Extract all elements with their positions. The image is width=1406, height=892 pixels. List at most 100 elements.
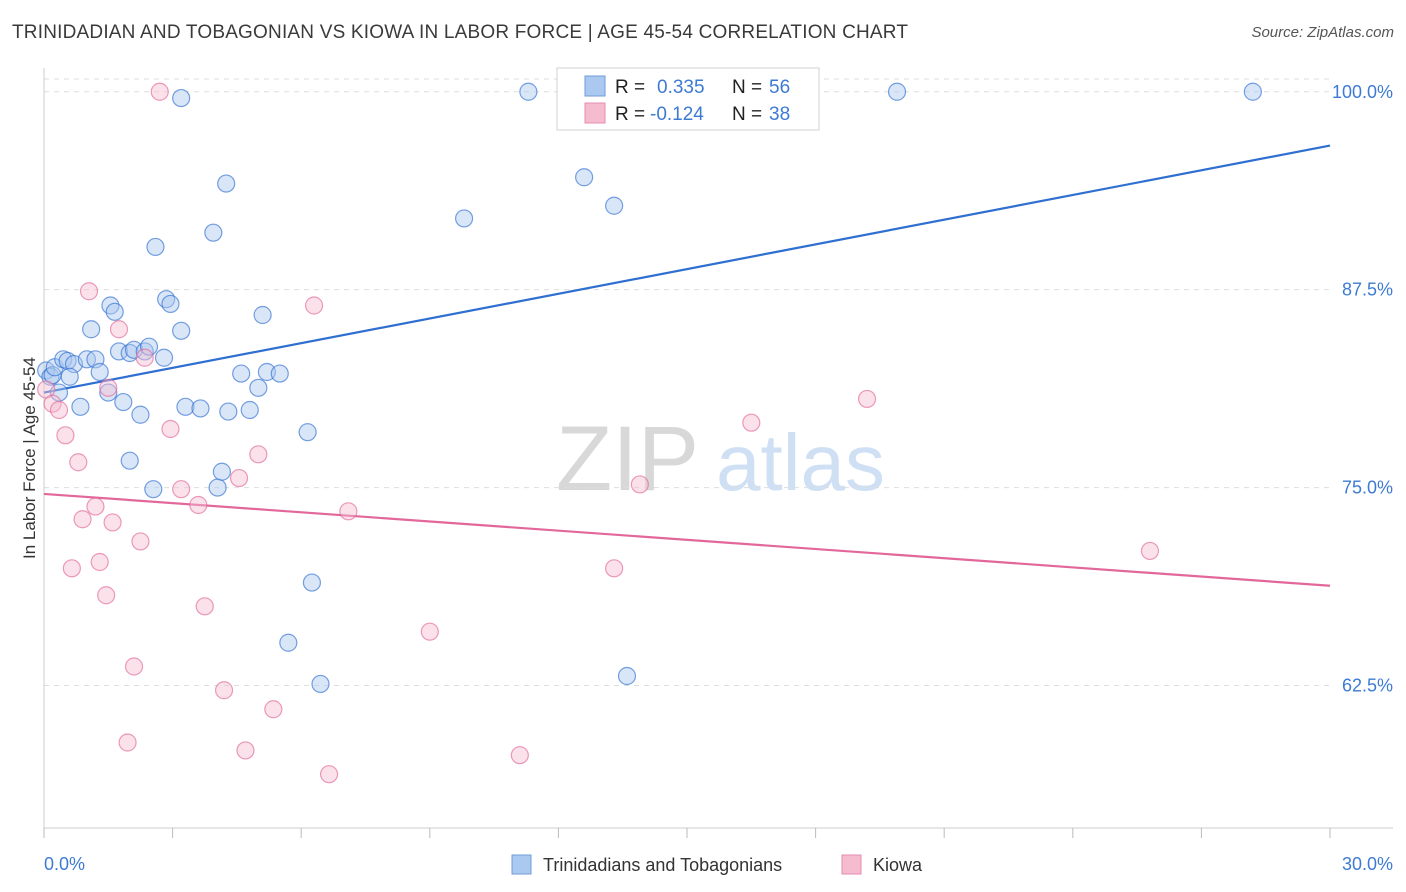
data-point-blue bbox=[105, 302, 124, 321]
data-point-blue bbox=[82, 320, 101, 339]
data-point-blue bbox=[172, 321, 191, 340]
data-point-pink bbox=[90, 552, 109, 572]
data-point-pink bbox=[69, 453, 88, 472]
data-point-blue bbox=[519, 82, 538, 101]
data-point-blue bbox=[887, 82, 907, 101]
stats-r-value-pink: -0.124 bbox=[650, 104, 704, 125]
watermark: ZIP atlas bbox=[556, 408, 885, 510]
data-point-pink bbox=[73, 510, 92, 529]
chart-title: TRINIDADIAN AND TOBAGONIAN VS KIOWA IN L… bbox=[12, 22, 909, 43]
series-legend-label-blue: Trinidadians and Tobagonians bbox=[543, 855, 782, 875]
watermark-atlas: atlas bbox=[716, 418, 885, 507]
stats-legend: R = 0.335 N = 56 R = -0.124 N = 38 bbox=[556, 67, 820, 131]
stats-legend-swatch-blue bbox=[584, 75, 606, 97]
x-tick-label-min: 0.0% bbox=[44, 854, 85, 874]
data-point-blue bbox=[120, 451, 139, 470]
data-point-pink bbox=[49, 400, 69, 420]
data-point-pink bbox=[150, 82, 169, 101]
trend-line-blue bbox=[43, 144, 1331, 394]
data-point-blue bbox=[219, 402, 238, 421]
data-point-pink bbox=[236, 741, 255, 760]
data-point-pink bbox=[742, 413, 761, 432]
data-point-blue bbox=[270, 364, 289, 383]
data-point-pink bbox=[510, 746, 529, 765]
data-point-blue bbox=[71, 397, 90, 416]
data-point-blue bbox=[144, 480, 163, 499]
data-point-blue bbox=[617, 666, 637, 686]
data-point-blue bbox=[139, 337, 159, 356]
data-point-pink bbox=[189, 495, 208, 515]
data-point-blue bbox=[146, 237, 165, 257]
data-point-blue bbox=[249, 378, 268, 397]
stats-n-label-blue: N = bbox=[732, 77, 762, 98]
data-point-blue bbox=[1243, 82, 1262, 101]
data-point-pink bbox=[109, 320, 129, 339]
y-tick-label: 87.5% bbox=[1342, 280, 1393, 300]
data-point-blue bbox=[232, 364, 251, 383]
data-point-pink bbox=[304, 296, 324, 315]
data-point-blue bbox=[253, 305, 272, 325]
data-point-pink bbox=[420, 622, 439, 641]
data-point-blue bbox=[208, 478, 227, 497]
data-point-blue bbox=[131, 405, 150, 424]
data-point-blue bbox=[454, 209, 474, 228]
trend-lines bbox=[43, 144, 1331, 587]
data-point-pink bbox=[339, 502, 358, 521]
data-point-blue bbox=[99, 383, 118, 402]
data-point-blue bbox=[191, 399, 210, 418]
stats-n-value-blue: 56 bbox=[769, 77, 790, 98]
data-point-blue bbox=[161, 294, 180, 314]
y-tick-label: 62.5% bbox=[1342, 676, 1393, 696]
series-legend-swatch-pink bbox=[841, 854, 862, 875]
series-legend-swatch-blue bbox=[511, 854, 532, 875]
data-point-pink bbox=[62, 559, 81, 578]
data-point-blue bbox=[217, 174, 236, 193]
y-axis-label: In Labor Force | Age 45-54 bbox=[20, 357, 39, 559]
data-point-pink bbox=[195, 597, 214, 616]
data-point-pink bbox=[249, 445, 268, 464]
stats-r-label-pink: R = bbox=[615, 104, 645, 125]
data-point-pink bbox=[97, 586, 116, 605]
data-point-blue bbox=[605, 196, 624, 215]
data-point-pink bbox=[264, 700, 283, 719]
data-point-blue bbox=[302, 573, 322, 592]
stats-r-label-blue: R = bbox=[615, 77, 645, 98]
data-point-pink bbox=[103, 513, 122, 532]
data-point-pink bbox=[118, 733, 137, 752]
stats-legend-swatch-pink bbox=[584, 102, 606, 124]
stats-n-value-pink: 38 bbox=[769, 104, 790, 125]
y-tick-label: 100.0% bbox=[1332, 82, 1393, 102]
data-point-pink bbox=[1140, 541, 1160, 561]
data-point-pink bbox=[56, 426, 75, 445]
data-point-blue bbox=[212, 462, 231, 481]
axes: 62.5% 75.0% 87.5% 100.0% bbox=[43, 68, 1393, 838]
series-legend: Trinidadians and Tobagonians Kiowa bbox=[511, 854, 923, 875]
data-point-blue bbox=[204, 223, 223, 242]
data-point-blue bbox=[172, 88, 191, 108]
data-point-blue bbox=[60, 367, 79, 386]
data-point-pink bbox=[605, 559, 624, 578]
data-point-pink bbox=[161, 419, 180, 439]
stats-r-value-blue: 0.335 bbox=[657, 77, 705, 98]
watermark-zip: ZIP bbox=[556, 408, 699, 510]
data-point-pink bbox=[131, 532, 150, 551]
series-legend-label-pink: Kiowa bbox=[873, 855, 923, 875]
data-point-blue bbox=[154, 348, 174, 367]
data-point-blue bbox=[114, 392, 133, 412]
data-point-blue bbox=[90, 362, 109, 382]
data-point-blue bbox=[176, 397, 195, 416]
trend-line-pink bbox=[43, 492, 1331, 587]
data-point-pink bbox=[79, 282, 99, 301]
data-point-pink bbox=[229, 468, 249, 488]
grid-lines bbox=[44, 78, 1330, 686]
data-point-pink bbox=[857, 389, 877, 409]
y-tick-label: 75.0% bbox=[1342, 478, 1393, 498]
source-label: Source: ZipAtlas.com bbox=[1251, 24, 1394, 41]
data-point-blue bbox=[575, 168, 594, 187]
stats-n-label-pink: N = bbox=[732, 104, 762, 125]
data-point-pink bbox=[99, 378, 118, 397]
data-point-blue bbox=[279, 633, 298, 652]
data-point-pink bbox=[135, 348, 154, 367]
data-points bbox=[37, 82, 1262, 784]
